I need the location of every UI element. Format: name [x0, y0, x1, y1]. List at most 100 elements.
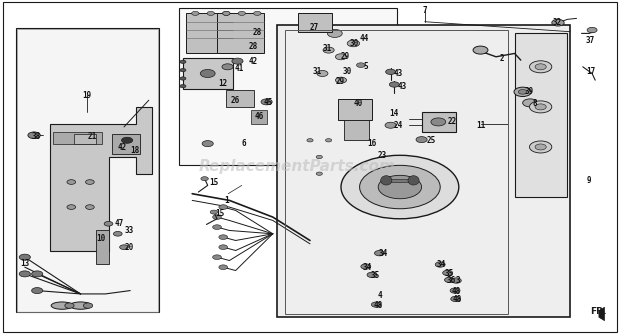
- Text: 48: 48: [374, 301, 383, 310]
- Circle shape: [223, 11, 230, 15]
- Circle shape: [360, 165, 440, 209]
- Circle shape: [356, 63, 365, 67]
- Circle shape: [210, 210, 218, 214]
- Polygon shape: [96, 230, 108, 264]
- Circle shape: [473, 46, 488, 54]
- Circle shape: [450, 288, 460, 293]
- Bar: [515, 33, 567, 197]
- Circle shape: [32, 288, 43, 294]
- Text: 3: 3: [455, 276, 460, 285]
- Text: 44: 44: [360, 34, 368, 43]
- Circle shape: [219, 245, 228, 249]
- Circle shape: [207, 11, 215, 15]
- Circle shape: [529, 61, 552, 73]
- Circle shape: [213, 225, 221, 229]
- Text: 35: 35: [371, 271, 379, 280]
- Circle shape: [219, 205, 228, 209]
- Text: 34: 34: [437, 261, 446, 269]
- Ellipse shape: [64, 303, 74, 308]
- Circle shape: [523, 99, 538, 107]
- Circle shape: [28, 132, 40, 139]
- Circle shape: [180, 68, 186, 72]
- Text: 28: 28: [253, 28, 262, 37]
- Circle shape: [202, 141, 213, 147]
- Polygon shape: [217, 13, 264, 53]
- Text: 37: 37: [586, 36, 595, 44]
- Text: 28: 28: [249, 42, 257, 50]
- Text: 48: 48: [453, 296, 461, 304]
- Circle shape: [223, 11, 230, 15]
- Circle shape: [67, 180, 76, 184]
- Text: 38: 38: [32, 133, 40, 141]
- Circle shape: [232, 58, 243, 64]
- Bar: [179, 8, 397, 165]
- Text: 11: 11: [476, 121, 485, 130]
- Polygon shape: [344, 120, 369, 140]
- Polygon shape: [50, 107, 152, 250]
- Text: 23: 23: [378, 151, 387, 160]
- Bar: [285, 30, 508, 314]
- Circle shape: [307, 139, 313, 142]
- Circle shape: [529, 141, 552, 153]
- Text: 34: 34: [363, 263, 372, 272]
- Text: 46: 46: [255, 112, 264, 121]
- Ellipse shape: [83, 303, 93, 308]
- Circle shape: [180, 60, 186, 63]
- Polygon shape: [389, 179, 411, 182]
- Circle shape: [552, 19, 564, 26]
- Bar: [16, 28, 159, 312]
- Circle shape: [371, 302, 381, 307]
- Text: 43: 43: [394, 69, 403, 78]
- Text: 9: 9: [587, 176, 591, 185]
- Circle shape: [378, 175, 422, 199]
- Circle shape: [341, 155, 459, 219]
- Circle shape: [431, 118, 446, 126]
- Circle shape: [19, 271, 30, 277]
- Text: 42: 42: [249, 57, 257, 66]
- Text: 19: 19: [82, 91, 91, 100]
- Circle shape: [120, 245, 128, 249]
- Circle shape: [386, 69, 396, 74]
- Text: 4: 4: [378, 291, 383, 300]
- Circle shape: [200, 69, 215, 77]
- Circle shape: [180, 77, 186, 80]
- Text: 42: 42: [118, 144, 126, 152]
- Text: 17: 17: [587, 67, 595, 76]
- Circle shape: [327, 29, 342, 37]
- Circle shape: [19, 254, 30, 260]
- Text: 22: 22: [448, 118, 457, 126]
- Circle shape: [323, 47, 334, 53]
- Circle shape: [326, 139, 332, 142]
- Text: 40: 40: [353, 99, 362, 108]
- Text: 7: 7: [422, 6, 427, 14]
- Circle shape: [317, 70, 328, 76]
- Circle shape: [535, 144, 546, 150]
- Circle shape: [443, 270, 453, 276]
- Circle shape: [374, 250, 384, 256]
- Circle shape: [416, 137, 427, 143]
- Circle shape: [529, 101, 552, 113]
- Text: 5: 5: [363, 62, 368, 71]
- Bar: [112, 134, 140, 154]
- Circle shape: [261, 99, 272, 105]
- Text: 30: 30: [350, 39, 359, 48]
- Text: 36: 36: [446, 276, 455, 285]
- Bar: [251, 110, 267, 124]
- Text: 41: 41: [234, 64, 243, 73]
- Ellipse shape: [408, 176, 419, 185]
- Polygon shape: [183, 58, 232, 89]
- Circle shape: [445, 277, 454, 283]
- Text: 39: 39: [525, 88, 533, 96]
- Text: ReplacementParts.com: ReplacementParts.com: [199, 160, 396, 174]
- Polygon shape: [53, 132, 102, 144]
- Polygon shape: [599, 307, 604, 321]
- Polygon shape: [74, 134, 96, 144]
- Circle shape: [238, 11, 246, 15]
- Circle shape: [32, 271, 43, 277]
- Circle shape: [222, 64, 233, 70]
- Text: 29: 29: [341, 52, 350, 60]
- Text: 34: 34: [379, 249, 388, 258]
- Polygon shape: [422, 112, 456, 132]
- Text: 1: 1: [224, 196, 229, 205]
- Polygon shape: [226, 90, 254, 107]
